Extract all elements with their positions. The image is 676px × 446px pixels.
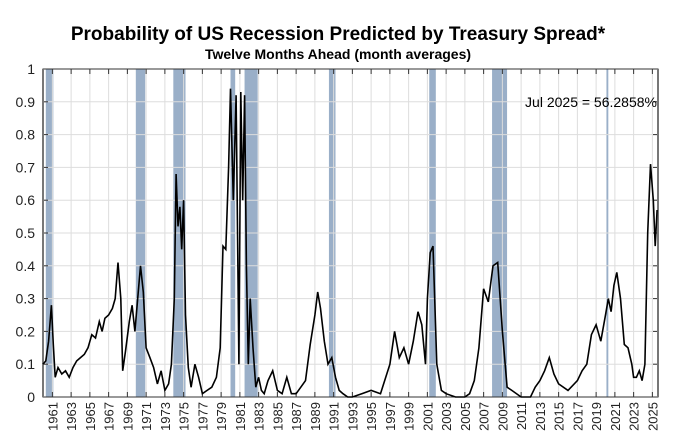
- x-tick-label: 1989: [308, 402, 323, 431]
- x-tick-label: 1987: [289, 402, 304, 431]
- x-tick-label: 1993: [345, 402, 360, 431]
- x-tick-label: 1963: [64, 402, 79, 431]
- y-tick-label: 0.4: [16, 258, 36, 274]
- chart-subtitle: Twelve Months Ahead (month averages): [204, 46, 472, 62]
- x-tick-label: 1971: [139, 402, 154, 431]
- x-tick-label: 1999: [402, 402, 417, 431]
- series-line-probability: [42, 88, 658, 398]
- y-tick-label: 0.2: [16, 323, 36, 339]
- x-tick-label: 2005: [458, 402, 473, 431]
- x-tick-label: 1977: [195, 402, 210, 431]
- y-tick-label: 0.6: [16, 192, 36, 208]
- x-tick-label: 2003: [439, 402, 454, 431]
- x-tick-label: 2015: [552, 402, 567, 431]
- x-tick-label: 1965: [83, 402, 98, 431]
- x-tick-label: 1973: [158, 402, 173, 431]
- x-tick-label: 1967: [102, 402, 117, 431]
- y-tick-label: 0: [27, 389, 35, 405]
- x-tick-label: 1983: [252, 402, 267, 431]
- y-tick-label: 0.9: [16, 94, 36, 110]
- x-tick-label: 2019: [589, 402, 604, 431]
- x-tick-label: 2013: [533, 402, 548, 431]
- y-tick-label: 0.5: [16, 225, 36, 241]
- x-tick-label: 2007: [477, 402, 492, 431]
- x-tick-label: 2009: [495, 402, 510, 431]
- x-tick-label: 2025: [645, 402, 660, 431]
- y-tick-label: 0.1: [16, 356, 36, 372]
- x-tick-label: 1961: [45, 402, 60, 431]
- y-tick-label: 0.8: [16, 127, 36, 143]
- x-tick-label: 1985: [270, 402, 285, 431]
- y-tick-label: 0.3: [16, 291, 36, 307]
- x-tick-label: 1991: [327, 402, 342, 431]
- x-tick-label: 2001: [420, 402, 435, 431]
- x-tick-label: 1997: [383, 402, 398, 431]
- latest-value-annotation: Jul 2025 = 56.2858%: [525, 94, 657, 110]
- y-tick-label: 1: [27, 61, 35, 77]
- x-tick-label: 1981: [233, 402, 248, 431]
- x-tick-label: 1975: [177, 402, 192, 431]
- x-tick-label: 2017: [570, 402, 585, 431]
- x-tick-label: 2021: [608, 402, 623, 431]
- x-tick-label: 1995: [364, 402, 379, 431]
- x-tick-label: 1969: [120, 402, 135, 431]
- x-tick-label: 2023: [627, 402, 642, 431]
- y-tick-label: 0.7: [16, 159, 36, 175]
- x-tick-label: 2011: [514, 402, 529, 430]
- chart-title: Probability of US Recession Predicted by…: [70, 24, 606, 45]
- x-tick-label: 1979: [214, 402, 229, 431]
